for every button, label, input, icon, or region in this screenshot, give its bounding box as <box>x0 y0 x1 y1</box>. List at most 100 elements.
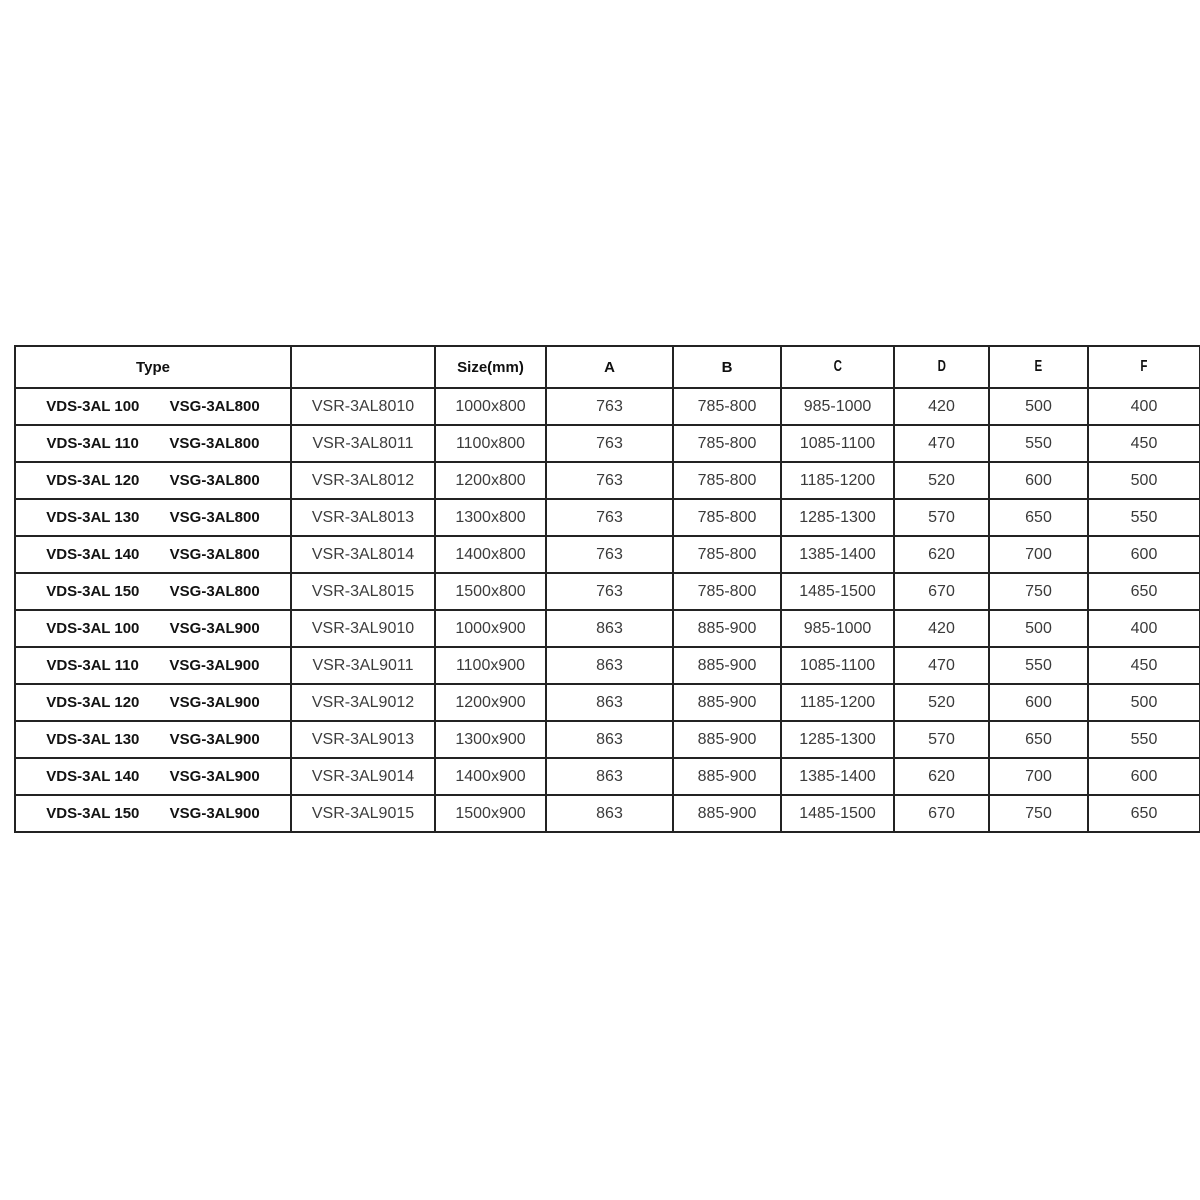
code-cell: VSR-3AL9013 <box>290 720 436 759</box>
dim-e-cell: 500 <box>988 387 1089 426</box>
type-cell: VDS-3AL 100 VSG-3AL900 <box>14 609 292 648</box>
code-cell: VSR-3AL9014 <box>290 757 436 796</box>
type-wrap: VDS-3AL 120 VSG-3AL900 <box>17 694 289 711</box>
size-cell: 1200x800 <box>434 461 547 500</box>
dim-c-cell: 1485-1500 <box>780 794 895 833</box>
type-cell: VDS-3AL 110 VSG-3AL800 <box>14 424 292 463</box>
dim-b-cell: 785-800 <box>672 535 782 574</box>
dim-d-cell: 670 <box>893 572 990 611</box>
dim-f-cell: 450 <box>1087 424 1200 463</box>
type-vds-label: VDS-3AL 100 <box>46 620 140 637</box>
dim-a-cell: 763 <box>545 572 674 611</box>
size-cell: 1500x800 <box>434 572 547 611</box>
type-vds-label: VDS-3AL 130 <box>46 731 140 748</box>
header-dim-b: B <box>672 345 782 389</box>
spec-table: Type Size(mm) A B C D E F VDS-3AL 100 VSG… <box>14 345 1200 833</box>
type-vsg-label: VSG-3AL900 <box>169 694 260 711</box>
dim-e-cell: 700 <box>988 757 1089 796</box>
size-cell: 1300x900 <box>434 720 547 759</box>
type-wrap: VDS-3AL 120 VSG-3AL800 <box>17 472 289 489</box>
dim-d-cell: 520 <box>893 461 990 500</box>
dim-a-cell: 863 <box>545 757 674 796</box>
dim-e-cell: 500 <box>988 609 1089 648</box>
dim-e-cell: 750 <box>988 572 1089 611</box>
table-row: VDS-3AL 140 VSG-3AL900 VSR-3AL9014 1400x900… <box>14 757 1200 796</box>
header-blank <box>290 345 436 389</box>
dim-a-cell: 763 <box>545 535 674 574</box>
code-cell: VSR-3AL8010 <box>290 387 436 426</box>
table-row: VDS-3AL 110 VSG-3AL900 VSR-3AL9011 1100x900… <box>14 646 1200 685</box>
dim-b-cell: 885-900 <box>672 757 782 796</box>
dim-f-cell: 600 <box>1087 757 1200 796</box>
table-row: VDS-3AL 100 VSG-3AL900 VSR-3AL9010 1000x900… <box>14 609 1200 648</box>
type-vds-label: VDS-3AL 140 <box>46 546 140 563</box>
type-cell: VDS-3AL 150 VSG-3AL800 <box>14 572 292 611</box>
header-type-label: Type <box>136 358 170 376</box>
size-cell: 1300x800 <box>434 498 547 537</box>
dim-f-cell: 400 <box>1087 387 1200 426</box>
dim-b-cell: 885-900 <box>672 609 782 648</box>
dim-a-cell: 863 <box>545 794 674 833</box>
type-vds-label: VDS-3AL 140 <box>46 768 140 785</box>
size-cell: 1100x800 <box>434 424 547 463</box>
table-row: VDS-3AL 130 VSG-3AL900 VSR-3AL9013 1300x900… <box>14 720 1200 759</box>
type-cell: VDS-3AL 120 VSG-3AL900 <box>14 683 292 722</box>
code-cell: VSR-3AL9015 <box>290 794 436 833</box>
dim-c-cell: 1285-1300 <box>780 720 895 759</box>
code-cell: VSR-3AL8013 <box>290 498 436 537</box>
table-row: VDS-3AL 150 VSG-3AL800 VSR-3AL8015 1500x800… <box>14 572 1200 611</box>
header-dim-c: C <box>780 345 895 389</box>
dim-c-cell: 1385-1400 <box>780 757 895 796</box>
type-cell: VDS-3AL 140 VSG-3AL800 <box>14 535 292 574</box>
type-vds-label: VDS-3AL 130 <box>46 509 140 526</box>
type-vsg-label: VSG-3AL800 <box>169 509 260 526</box>
dim-e-cell: 650 <box>988 720 1089 759</box>
type-vsg-label: VSG-3AL900 <box>169 768 260 785</box>
header-dim-c-label: C <box>833 358 842 375</box>
type-cell: VDS-3AL 130 VSG-3AL900 <box>14 720 292 759</box>
dim-a-cell: 863 <box>545 720 674 759</box>
dim-c-cell: 1485-1500 <box>780 572 895 611</box>
dim-d-cell: 570 <box>893 498 990 537</box>
type-cell: VDS-3AL 100 VSG-3AL800 <box>14 387 292 426</box>
code-cell: VSR-3AL8012 <box>290 461 436 500</box>
dim-f-cell: 400 <box>1087 609 1200 648</box>
dim-a-cell: 863 <box>545 609 674 648</box>
size-cell: 1000x900 <box>434 609 547 648</box>
dim-a-cell: 763 <box>545 461 674 500</box>
dim-e-cell: 550 <box>988 646 1089 685</box>
dim-b-cell: 785-800 <box>672 387 782 426</box>
dim-f-cell: 550 <box>1087 720 1200 759</box>
dim-d-cell: 470 <box>893 646 990 685</box>
size-cell: 1200x900 <box>434 683 547 722</box>
type-vsg-label: VSG-3AL900 <box>169 657 260 674</box>
dim-f-cell: 650 <box>1087 794 1200 833</box>
type-vsg-label: VSG-3AL800 <box>169 472 260 489</box>
type-vsg-label: VSG-3AL900 <box>169 731 260 748</box>
dim-e-cell: 700 <box>988 535 1089 574</box>
dim-b-cell: 785-800 <box>672 498 782 537</box>
dim-d-cell: 670 <box>893 794 990 833</box>
table-row: VDS-3AL 140 VSG-3AL800 VSR-3AL8014 1400x800… <box>14 535 1200 574</box>
size-cell: 1400x800 <box>434 535 547 574</box>
dim-b-cell: 785-800 <box>672 572 782 611</box>
type-wrap: VDS-3AL 140 VSG-3AL800 <box>17 546 289 563</box>
type-cell: VDS-3AL 140 VSG-3AL900 <box>14 757 292 796</box>
code-cell: VSR-3AL8011 <box>290 424 436 463</box>
table-row: VDS-3AL 120 VSG-3AL900 VSR-3AL9012 1200x900… <box>14 683 1200 722</box>
type-wrap: VDS-3AL 150 VSG-3AL800 <box>17 583 289 600</box>
dim-a-cell: 863 <box>545 646 674 685</box>
header-dim-d: D <box>893 345 990 389</box>
header-dim-a: A <box>545 345 674 389</box>
dim-c-cell: 1285-1300 <box>780 498 895 537</box>
type-wrap: VDS-3AL 110 VSG-3AL900 <box>17 657 289 674</box>
type-vds-label: VDS-3AL 120 <box>46 472 140 489</box>
type-wrap: VDS-3AL 150 VSG-3AL900 <box>17 805 289 822</box>
type-vsg-label: VSG-3AL800 <box>169 546 260 563</box>
dim-d-cell: 420 <box>893 387 990 426</box>
dim-d-cell: 570 <box>893 720 990 759</box>
size-cell: 1400x900 <box>434 757 547 796</box>
table-row: VDS-3AL 150 VSG-3AL900 VSR-3AL9015 1500x900… <box>14 794 1200 833</box>
dim-f-cell: 500 <box>1087 683 1200 722</box>
